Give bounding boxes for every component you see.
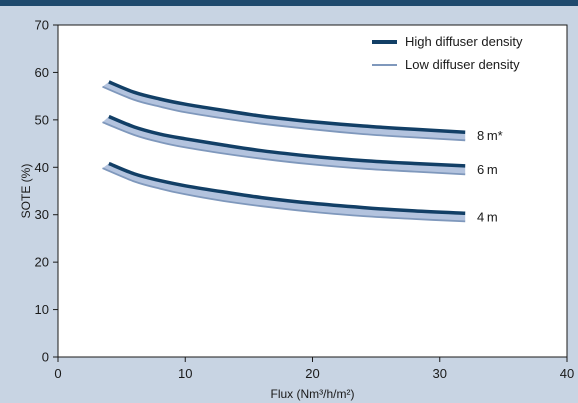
line-high-density-0 xyxy=(108,80,466,134)
ticks-layer: 0 10 20 30 40 0 10 20 30 40 50 60 70 xyxy=(35,18,575,382)
line-high-density-1 xyxy=(108,114,466,168)
series-label-2: 4 m xyxy=(477,209,498,224)
series-label-0: 8 m* xyxy=(477,128,503,143)
line-low-density-0 xyxy=(102,85,466,142)
y-tick-label: 10 xyxy=(35,302,49,317)
band-2 xyxy=(102,163,466,222)
x-tick-label: 30 xyxy=(433,366,447,381)
series-label-1: 6 m xyxy=(477,162,498,177)
x-tick-label: 10 xyxy=(178,366,192,381)
legend: High diffuser density Low diffuser densit… xyxy=(372,34,523,72)
x-tick-label: 0 xyxy=(54,366,61,381)
y-tick-label: 70 xyxy=(35,18,49,33)
y-tick-label: 30 xyxy=(35,207,49,222)
y-axis-label: SOTE (%) xyxy=(19,164,33,219)
y-tick-label: 20 xyxy=(35,255,49,270)
top-rule xyxy=(0,0,578,6)
plot-area xyxy=(57,24,568,358)
line-low-density-1 xyxy=(102,121,466,176)
series-labels-layer: 8 m* 6 m 4 m xyxy=(477,128,503,224)
band-0 xyxy=(102,81,466,141)
legend-label-1: Low diffuser density xyxy=(405,57,520,72)
x-tick-label: 40 xyxy=(560,366,574,381)
y-tick-label: 50 xyxy=(35,112,49,127)
x-axis-label: Flux (Nm³/h/m²) xyxy=(271,387,355,401)
y-tick-label: 0 xyxy=(42,350,49,365)
y-tick-label: 60 xyxy=(35,65,49,80)
line-low-density-2 xyxy=(102,167,466,223)
legend-label-0: High diffuser density xyxy=(405,34,523,49)
lines-layer xyxy=(102,80,466,223)
x-tick-label: 20 xyxy=(305,366,319,381)
line-high-density-2 xyxy=(108,161,466,216)
y-tick-label: 40 xyxy=(35,160,49,175)
